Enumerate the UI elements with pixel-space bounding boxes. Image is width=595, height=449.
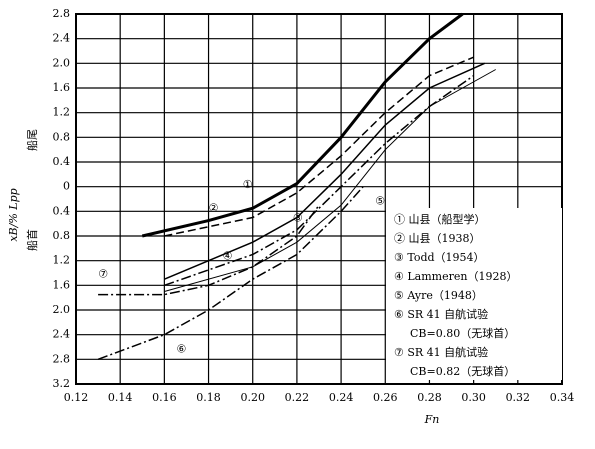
y-tick-label: 2.8	[53, 352, 71, 365]
y-tick-label: 1.6	[53, 81, 71, 94]
x-tick-label: 0.34	[550, 391, 575, 404]
y-tick-label: 2.0	[53, 303, 71, 316]
legend-entry: ⑥ SR 41 自航试验	[394, 307, 488, 321]
legend-entry: ③ Todd（1954）	[394, 251, 485, 264]
y-tick-label: 2.0	[53, 56, 71, 69]
series-line	[164, 62, 485, 280]
x-tick-label: 0.30	[461, 391, 486, 404]
y-tick-label: 0.8	[53, 229, 71, 242]
y-tick-label: 1.2	[53, 254, 71, 267]
y-tick-label: 0.4	[53, 204, 71, 217]
x-tick-label: 0.20	[240, 391, 265, 404]
x-tick-label: 0.26	[373, 391, 398, 404]
curve-tag: ④	[223, 250, 233, 263]
y-tick-label: 0	[63, 180, 70, 193]
y-tick-label: 0.8	[53, 130, 71, 143]
x-tick-label: 0.18	[196, 391, 221, 404]
legend-entry: ② 山县（1938）	[394, 232, 481, 245]
series-line	[97, 186, 364, 361]
legend-note: CB=0.82（无球首）	[410, 364, 515, 378]
legend-note: CB=0.80（无球首）	[410, 326, 515, 340]
x-tick-label: 0.16	[152, 391, 177, 404]
curve-tag: ①	[243, 178, 253, 191]
y-tick-label: 3.2	[53, 377, 71, 390]
series-line	[164, 56, 474, 237]
curve-tag: ⑦	[98, 268, 108, 281]
series-line	[164, 69, 496, 292]
y-upper-label: 船尾	[25, 129, 39, 151]
legend-entry: ④ Lammeren（1928）	[394, 270, 517, 283]
series-line	[98, 204, 320, 296]
x-tick-label: 0.28	[417, 391, 442, 404]
x-tick-label: 0.32	[506, 391, 531, 404]
y-tick-label: 2.4	[53, 328, 71, 341]
curve-tag: ③	[293, 212, 303, 225]
x-tick-label: 0.14	[108, 391, 133, 404]
y-axis-label: xB/% Lpp	[7, 188, 20, 241]
plot-frame	[75, 13, 563, 385]
curve-tag: ⑥	[176, 343, 186, 356]
legend-entry: ⑦ SR 41 自航试验	[394, 345, 488, 359]
curve-tag: ②	[209, 202, 219, 215]
series-line	[141, 12, 464, 238]
legend-entry: ⑤ Ayre（1948）	[394, 289, 483, 302]
y-tick-label: 1.6	[53, 278, 71, 291]
y-lower-label: 船首	[25, 229, 39, 251]
y-tick-label: 2.8	[53, 7, 71, 20]
curve-tag: ⑤	[375, 194, 385, 207]
x-tick-label: 0.24	[329, 391, 354, 404]
y-tick-label: 1.2	[53, 106, 71, 119]
legend-box	[386, 208, 562, 380]
x-axis-label: Fn	[424, 413, 440, 426]
x-tick-label: 0.12	[64, 391, 89, 404]
legend-entry: ① 山县（船型学）	[394, 212, 486, 226]
x-tick-label: 0.22	[285, 391, 310, 404]
y-tick-label: 2.4	[53, 32, 71, 45]
y-tick-label: 0.4	[53, 155, 71, 168]
